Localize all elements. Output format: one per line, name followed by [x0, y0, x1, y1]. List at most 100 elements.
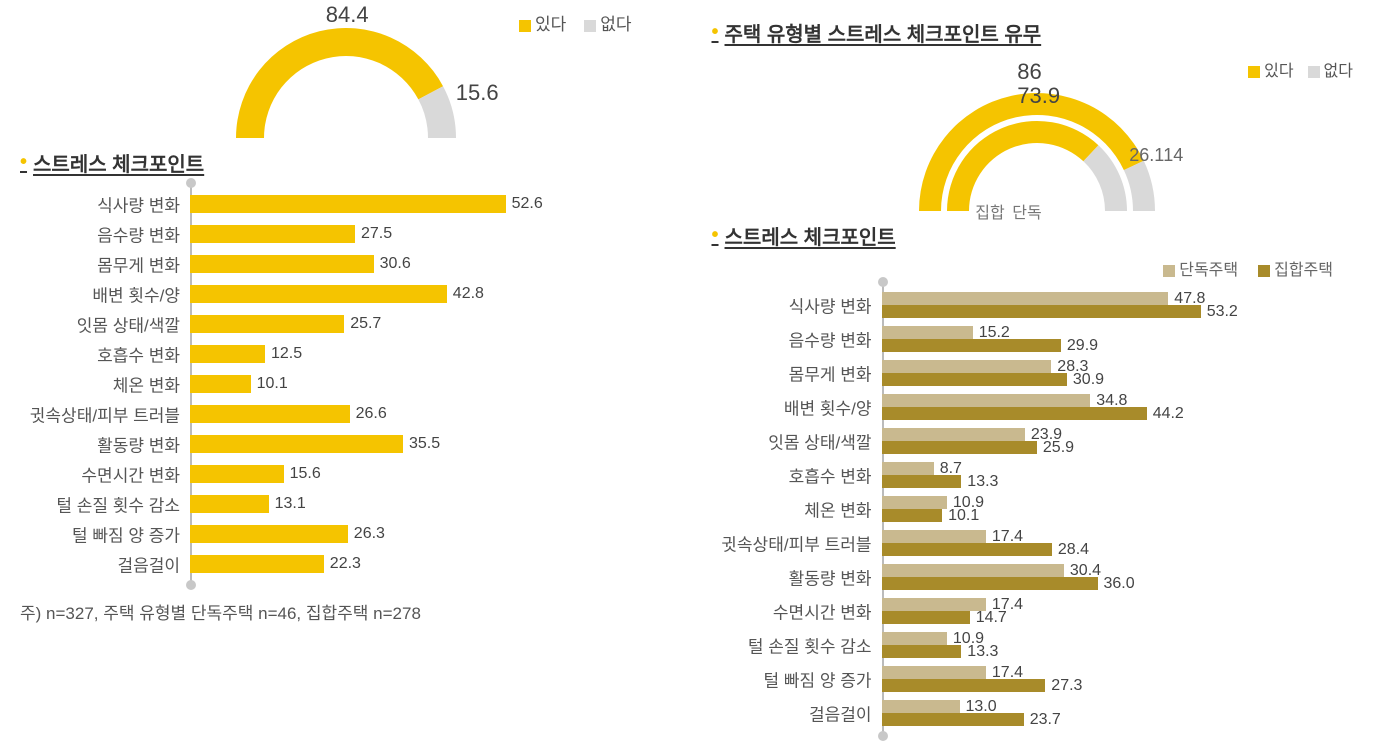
bar-category-label: 체온 변화: [712, 497, 872, 522]
bar-category-label: 수면시간 변화: [20, 462, 180, 487]
bar-pair: 28.3 30.9: [882, 360, 1364, 386]
gauge-inner-yes: 73.9: [1017, 83, 1060, 109]
bar-category-label: 호흡수 변화: [20, 342, 180, 367]
legend-b: 집합주택: [1258, 256, 1333, 280]
bar-category-label: 털 빠짐 양 증가: [20, 522, 180, 547]
bar-series-b: 29.9: [882, 339, 1061, 352]
bar: 10.1: [190, 375, 251, 393]
bar-value-label: 10.1: [948, 507, 979, 525]
bar-value-label: 52.6: [512, 195, 543, 213]
bar-row: 식사량 변화47.853.2: [882, 288, 1364, 322]
right-column: • 주택 유형별 스트레스 체크포인트 유무 있다 없다 86 73.9 26.…: [712, 10, 1364, 675]
bar-series-b: 23.7: [882, 713, 1024, 726]
bar-row: 몸무게 변화28.330.9: [882, 356, 1364, 390]
bar-row: 음수량 변화15.229.9: [882, 322, 1364, 356]
bar-category-label: 음수량 변화: [712, 327, 872, 352]
bar-row: 호흡수 변화8.713.3: [882, 458, 1364, 492]
bar-series-a: 47.8: [882, 292, 1169, 305]
right-bar-chart: 식사량 변화47.853.2음수량 변화15.229.9몸무게 변화28.330…: [712, 288, 1364, 730]
bar-series-b: 14.7: [882, 611, 970, 624]
right-bars-title: • 스트레스 체크포인트: [712, 221, 1364, 250]
bar-series-a: 23.9: [882, 428, 1025, 441]
bar-category-label: 걸음걸이: [712, 701, 872, 726]
bar-category-label: 잇몸 상태/색깔: [20, 312, 180, 337]
bar: 42.8: [190, 285, 447, 303]
bar-series-b: 25.9: [882, 441, 1037, 454]
bar-series-b: 13.3: [882, 645, 962, 658]
gauge-outer-no: 14: [1163, 145, 1183, 166]
bar-pair: 17.427.3: [882, 666, 1364, 692]
bar-category-label: 배변 횟수/양: [20, 282, 180, 307]
bar-value-label: 14.7: [976, 609, 1007, 627]
left-bar-chart: 식사량 변화52.6음수량 변화27.5몸무게 변화30.6배변 횟수/양42.…: [20, 189, 672, 579]
bar-value-label: 27.3: [1051, 677, 1082, 695]
gauge-yes-value: 84.4: [326, 2, 369, 28]
bar: 25.7: [190, 315, 344, 333]
bar-pair: 17.414.7: [882, 598, 1364, 624]
bar-value-label: 35.5: [409, 435, 440, 453]
bar: 52.6: [190, 195, 506, 213]
bar-category-label: 잇몸 상태/색깔: [712, 429, 872, 454]
bar-row: 털 빠짐 양 증가17.427.3: [882, 662, 1364, 696]
right-gauge-block: 있다 없다 86 73.9 26.1 14 집합 단독: [712, 53, 1364, 213]
bar-row: 배변 횟수/양34.844.2: [882, 390, 1364, 424]
bar-value-label: 53.2: [1207, 303, 1238, 321]
bar-category-label: 식사량 변화: [712, 293, 872, 318]
bar-value-label: 36.0: [1104, 575, 1135, 593]
left-bars-title: • 스트레스 체크포인트: [20, 148, 672, 177]
bar-series-b: 36.0: [882, 577, 1098, 590]
footnote: 주) n=327, 주택 유형별 단독주택 n=46, 집합주택 n=278: [20, 599, 672, 624]
bar-row: 털 손질 횟수 감소13.1: [190, 489, 672, 519]
bar-row: 걸음걸이13.023.7: [882, 696, 1364, 730]
bar-row: 털 빠짐 양 증가26.3: [190, 519, 672, 549]
bar-category-label: 몸무게 변화: [20, 252, 180, 277]
bar-series-b: 44.2: [882, 407, 1147, 420]
bar-value-label: 15.6: [290, 465, 321, 483]
gauge-inner-no: 26.1: [1129, 145, 1164, 166]
bar-category-label: 털 손질 횟수 감소: [20, 492, 180, 517]
bar-category-label: 음수량 변화: [20, 222, 180, 247]
bullet-icon: •: [712, 224, 719, 247]
bar-category-label: 수면시간 변화: [712, 599, 872, 624]
bar-row: 수면시간 변화17.414.7: [882, 594, 1364, 628]
bar-category-label: 호흡수 변화: [712, 463, 872, 488]
bar-series-a: 10.9: [882, 496, 947, 509]
legend-yes: 있다: [519, 10, 566, 35]
right-bars-legend: 단독주택 집합주택: [712, 256, 1364, 280]
bar-row: 식사량 변화52.6: [190, 189, 672, 219]
right-top-block: • 주택 유형별 스트레스 체크포인트 유무 있다 없다 86 73.9 26.…: [712, 10, 1364, 213]
gauge-no-value: 15.6: [456, 80, 499, 106]
bar-row: 잇몸 상태/색깔23.925.9: [882, 424, 1364, 458]
bar-pair: 10.913.3: [882, 632, 1364, 658]
bar-series-a: 17.4: [882, 598, 986, 611]
bar-value-label: 25.7: [350, 315, 381, 333]
bar: 12.5: [190, 345, 265, 363]
bar: 35.5: [190, 435, 403, 453]
left-column: 84.4 15.6 있다 없다 • 스트레스 체크포인트 식사량 변화52.6음…: [20, 10, 672, 675]
bar-pair: 47.8 53.2: [882, 292, 1364, 318]
bar-value-label: 10.1: [257, 375, 288, 393]
bar-series-a: 28.3: [882, 360, 1052, 373]
bar: 15.6: [190, 465, 284, 483]
bar-row: 음수량 변화27.5: [190, 219, 672, 249]
gauge-inner-label: 단독: [1012, 199, 1041, 223]
right-gauge: 86 73.9 26.1 14 집합 단독: [887, 61, 1187, 221]
bar-value-label: 26.6: [356, 405, 387, 423]
bar-category-label: 체온 변화: [20, 372, 180, 397]
bar-value-label: 13.1: [275, 495, 306, 513]
bar-pair: 15.229.9: [882, 326, 1364, 352]
gauge-outer-yes: 86: [1017, 59, 1041, 85]
bar: 26.3: [190, 525, 348, 543]
bar-value-label: 13.3: [967, 473, 998, 491]
bar-category-label: 식사량 변화: [20, 192, 180, 217]
legend-no: 없다: [1308, 57, 1353, 81]
bar-category-label: 몸무게 변화: [712, 361, 872, 386]
bar-row: 활동량 변화30.436.0: [882, 560, 1364, 594]
bar: 27.5: [190, 225, 355, 243]
bar-row: 배변 횟수/양42.8: [190, 279, 672, 309]
bar-value-label: 26.3: [354, 525, 385, 543]
bar-series-a: 8.7: [882, 462, 934, 475]
bar-value-label: 30.9: [1073, 371, 1104, 389]
bar-row: 잇몸 상태/색깔25.7: [190, 309, 672, 339]
bar-category-label: 활동량 변화: [20, 432, 180, 457]
